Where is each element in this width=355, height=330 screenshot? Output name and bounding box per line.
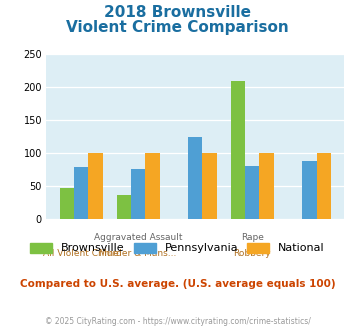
Bar: [188, 137, 202, 219]
Bar: [260, 153, 274, 219]
Legend: Brownsville, Pennsylvania, National: Brownsville, Pennsylvania, National: [30, 243, 325, 253]
Bar: [202, 153, 217, 219]
Text: All Violent Crime: All Violent Crime: [43, 248, 119, 258]
Bar: [88, 153, 103, 219]
Bar: [131, 169, 145, 219]
Bar: [60, 188, 74, 219]
Bar: [231, 81, 245, 219]
Text: Rape: Rape: [241, 233, 264, 242]
Text: Aggravated Assault: Aggravated Assault: [94, 233, 182, 242]
Bar: [245, 166, 260, 219]
Bar: [117, 195, 131, 219]
Bar: [302, 161, 317, 219]
Bar: [317, 153, 331, 219]
Text: Murder & Mans...: Murder & Mans...: [99, 248, 177, 258]
Text: Compared to U.S. average. (U.S. average equals 100): Compared to U.S. average. (U.S. average …: [20, 279, 335, 289]
Text: 2018 Brownsville: 2018 Brownsville: [104, 5, 251, 20]
Text: © 2025 CityRating.com - https://www.cityrating.com/crime-statistics/: © 2025 CityRating.com - https://www.city…: [45, 317, 310, 326]
Bar: [74, 167, 88, 219]
Text: Robbery: Robbery: [234, 248, 271, 258]
Bar: [145, 153, 160, 219]
Text: Violent Crime Comparison: Violent Crime Comparison: [66, 20, 289, 35]
